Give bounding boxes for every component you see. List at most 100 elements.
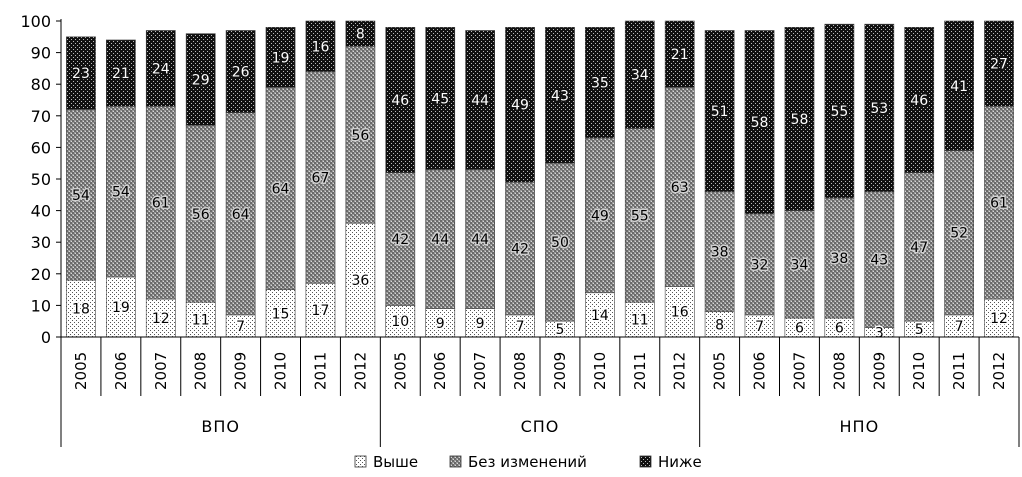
data-label: 29 bbox=[192, 72, 210, 88]
bar-segment bbox=[305, 71, 336, 284]
data-label: 53 bbox=[870, 101, 888, 117]
x-tick-label: 2007 bbox=[471, 352, 489, 390]
bar-segment bbox=[425, 27, 456, 170]
bar-segment bbox=[385, 305, 416, 338]
bar-segment bbox=[265, 87, 296, 290]
y-tick-label: 100 bbox=[20, 12, 51, 31]
data-label: 7 bbox=[755, 319, 764, 335]
data-label: 35 bbox=[591, 76, 609, 92]
data-label: 61 bbox=[152, 196, 170, 212]
bar-segment bbox=[305, 282, 336, 338]
bar-segment bbox=[864, 191, 895, 328]
data-label: 61 bbox=[990, 196, 1008, 212]
y-tick-label: 10 bbox=[31, 296, 51, 315]
bar-segment bbox=[385, 27, 416, 173]
data-label: 8 bbox=[356, 27, 365, 43]
data-label: 5 bbox=[915, 322, 924, 338]
bar-segment bbox=[624, 20, 655, 129]
data-label: 3 bbox=[875, 325, 884, 341]
legend: Выше Без изменений Ниже bbox=[354, 453, 702, 471]
bar-segment bbox=[66, 109, 96, 281]
y-tick-label: 0 bbox=[41, 328, 51, 347]
bar-segment bbox=[305, 20, 336, 72]
data-label: 58 bbox=[791, 112, 809, 128]
data-label: 10 bbox=[391, 314, 409, 330]
data-label: 58 bbox=[751, 115, 769, 131]
data-label: 42 bbox=[511, 242, 529, 258]
bar-segment bbox=[784, 27, 815, 211]
y-tick-label: 80 bbox=[31, 75, 51, 94]
x-tick-label: 2008 bbox=[830, 352, 848, 390]
bar-segment bbox=[824, 23, 855, 199]
x-tick-label: 2011 bbox=[631, 352, 649, 390]
x-tick-label: 2005 bbox=[711, 352, 729, 390]
bar-segment bbox=[824, 197, 855, 319]
data-label: 63 bbox=[671, 180, 689, 196]
bar-segment bbox=[465, 169, 495, 309]
y-tick-label: 30 bbox=[31, 233, 51, 252]
data-label: 44 bbox=[471, 93, 489, 109]
bar-segment bbox=[106, 276, 136, 338]
bar-segment bbox=[944, 20, 974, 151]
x-tick-label: 2011 bbox=[950, 352, 968, 390]
data-label: 45 bbox=[431, 91, 449, 107]
x-tick-label: 2012 bbox=[990, 352, 1008, 390]
data-label: 24 bbox=[152, 61, 170, 77]
bar-segment bbox=[784, 210, 815, 319]
y-tick-label: 70 bbox=[31, 107, 51, 126]
bar-segment bbox=[505, 27, 535, 183]
data-label: 27 bbox=[990, 57, 1008, 73]
group-label: НПО bbox=[840, 417, 880, 436]
data-label: 43 bbox=[551, 88, 569, 104]
y-tick-label: 50 bbox=[31, 170, 51, 189]
data-label: 47 bbox=[910, 240, 928, 256]
axes-layer: 0 10 20 30 40 50 60 70 80 90 100 2005 2006 2007 2008 20… bbox=[20, 12, 1020, 447]
data-label: 55 bbox=[830, 104, 848, 120]
x-tick-label: 2010 bbox=[272, 352, 290, 390]
bar-segment bbox=[664, 20, 695, 88]
x-tick-label: 2012 bbox=[671, 352, 689, 390]
data-label: 67 bbox=[312, 170, 330, 186]
data-label: 54 bbox=[112, 185, 130, 201]
bar-segment bbox=[106, 106, 136, 278]
x-tick-label: 2009 bbox=[870, 352, 888, 390]
data-label: 23 bbox=[72, 66, 90, 82]
data-label: 54 bbox=[72, 188, 90, 204]
group-label: СПО bbox=[521, 417, 560, 436]
x-tick-label: 2006 bbox=[751, 352, 769, 390]
data-label: 38 bbox=[711, 245, 729, 261]
x-tick-label: 2005 bbox=[391, 352, 409, 390]
bar-segment bbox=[704, 311, 735, 338]
x-tick-label: 2005 bbox=[72, 352, 90, 390]
data-label: 11 bbox=[631, 313, 649, 329]
data-label: 7 bbox=[955, 319, 964, 335]
data-label: 12 bbox=[990, 311, 1008, 327]
data-label: 44 bbox=[471, 232, 489, 248]
data-label: 21 bbox=[112, 66, 130, 82]
bar-segment bbox=[744, 213, 775, 316]
data-label: 6 bbox=[835, 321, 844, 337]
x-tick-label: 2009 bbox=[551, 352, 569, 390]
bar-segment bbox=[66, 36, 96, 110]
bar-segment bbox=[585, 27, 615, 139]
data-label: 50 bbox=[551, 235, 569, 251]
data-label: 46 bbox=[910, 93, 928, 109]
bar-segment bbox=[465, 30, 495, 170]
data-label: 55 bbox=[631, 208, 649, 224]
data-label: 43 bbox=[870, 253, 888, 269]
bar-segment bbox=[265, 289, 296, 338]
data-label: 64 bbox=[272, 181, 290, 197]
data-label: 8 bbox=[715, 317, 724, 333]
legend-label: Ниже bbox=[658, 453, 702, 471]
data-label: 14 bbox=[591, 308, 609, 324]
bar-segment bbox=[145, 106, 176, 300]
data-label: 34 bbox=[631, 68, 649, 84]
data-label: 18 bbox=[72, 302, 90, 318]
bars-layer bbox=[66, 20, 1014, 338]
bar-segment bbox=[185, 301, 216, 338]
x-tick-label: 2006 bbox=[112, 352, 130, 390]
x-tick-label: 2010 bbox=[910, 352, 928, 390]
data-label: 56 bbox=[351, 128, 369, 144]
